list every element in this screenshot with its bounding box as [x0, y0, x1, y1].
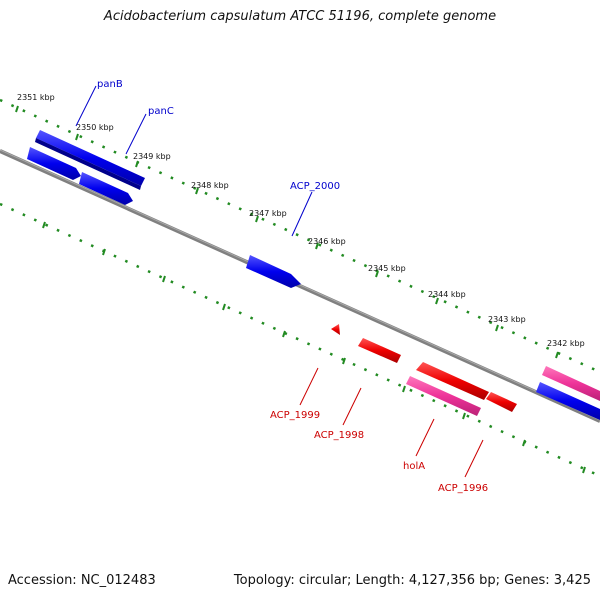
tick-label: 2342 kbp	[547, 339, 585, 348]
lower-major-ticks	[42, 221, 586, 474]
upper-tick-track	[0, 98, 600, 374]
gene-right-pink[interactable]	[542, 366, 600, 401]
tick-label: 2347 kbp	[249, 209, 287, 218]
tick-label: 2351 kbp	[17, 93, 55, 102]
gene-label-ACP_1999: ACP_1999	[270, 410, 320, 421]
gene-label-ACP_1998: ACP_1998	[314, 430, 364, 441]
gene-panB[interactable]	[36, 130, 145, 186]
gene-label-ACP_2000: ACP_2000	[290, 181, 340, 192]
gene-holA-red[interactable]	[416, 362, 489, 400]
upper-major-ticks	[15, 105, 559, 359]
tick-label: 2350 kbp	[76, 123, 114, 132]
lower-tick-track	[0, 202, 600, 478]
tick-label: 2345 kbp	[368, 264, 406, 273]
gene-label-panB: panB	[97, 79, 123, 90]
tick-label: 2343 kbp	[488, 315, 526, 324]
reverse-leader-lines	[299, 367, 484, 478]
gene-ACP_1999[interactable]	[331, 324, 340, 335]
forward-leader-lines	[75, 85, 313, 237]
tick-label: 2348 kbp	[191, 181, 229, 190]
gene-label-ACP_1996: ACP_1996	[438, 483, 488, 494]
gene-ACP_2000[interactable]	[246, 255, 301, 288]
tick-label: 2344 kbp	[428, 290, 466, 299]
tick-label: 2346 kbp	[308, 237, 346, 246]
accession-text: Accession: NC_012483	[8, 573, 156, 588]
genome-backbone-highlight	[0, 149, 600, 421]
gene-upstream[interactable]	[27, 147, 81, 180]
gene-right-blue[interactable]	[536, 382, 600, 420]
gene-panB-shadow	[35, 138, 141, 190]
gene-holA[interactable]	[406, 376, 481, 416]
gene-label-panC: panC	[148, 106, 174, 117]
gene-label-holA: holA	[403, 461, 425, 472]
gene-ACP_1996[interactable]	[486, 392, 517, 412]
genome-summary-text: Topology: circular; Length: 4,127,356 bp…	[233, 573, 591, 588]
genome-backbone	[0, 149, 600, 423]
tick-label: 2349 kbp	[133, 152, 171, 161]
gene-panC[interactable]	[79, 172, 133, 205]
map-title: Acidobacterium capsulatum ATCC 51196, co…	[103, 9, 497, 24]
gene-ACP_1998[interactable]	[358, 338, 401, 363]
